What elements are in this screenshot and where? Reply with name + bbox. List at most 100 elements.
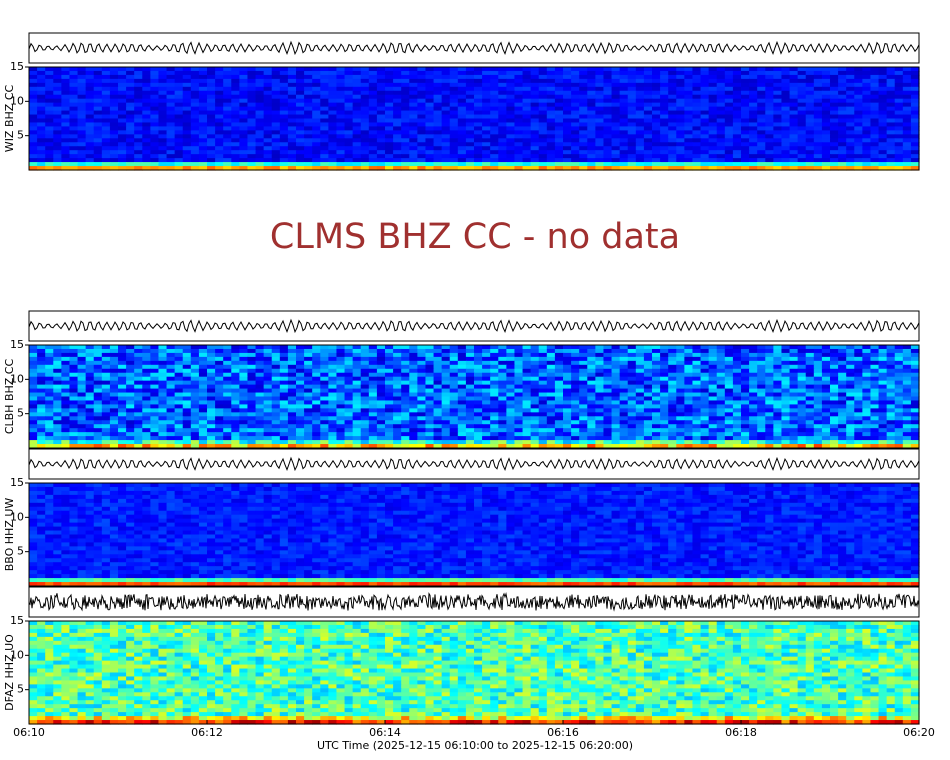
spectrogram-cell — [69, 142, 78, 147]
spectrogram-cell — [781, 79, 790, 84]
spectrogram-cell — [595, 150, 604, 155]
spectrogram-cell — [425, 67, 434, 72]
spectrogram-cell — [167, 373, 176, 378]
spectrogram-cell — [725, 408, 734, 413]
spectrogram-cell — [53, 111, 62, 116]
spectrogram-cell — [361, 373, 370, 378]
spectrogram-cell — [94, 79, 103, 84]
spectrogram-cell — [158, 134, 167, 139]
spectrogram-cell — [676, 79, 685, 84]
spectrogram-cell — [134, 353, 143, 358]
spectrogram-cell — [442, 134, 451, 139]
spectrogram-cell — [296, 146, 305, 151]
spectrogram-cell — [514, 162, 523, 167]
spectrogram-cell — [798, 365, 807, 370]
spectrogram-cell — [870, 134, 879, 139]
spectrogram-cell — [280, 71, 289, 76]
spectrogram-cell — [838, 138, 847, 143]
spectrogram-cell — [879, 385, 888, 390]
spectrogram-cell — [247, 99, 256, 104]
spectrogram-cell — [377, 134, 386, 139]
spectrogram-cell — [514, 408, 523, 413]
spectrogram-cell — [523, 158, 532, 163]
spectrogram-cell — [862, 138, 871, 143]
spectrogram-cell — [247, 119, 256, 124]
spectrogram-cell — [879, 349, 888, 354]
spectrogram-cell — [506, 134, 515, 139]
spectrogram-cell — [620, 369, 629, 374]
spectrogram-cell — [369, 99, 378, 104]
spectrogram-cell — [620, 154, 629, 159]
spectrogram-cell — [531, 83, 540, 88]
spectrogram-cell — [442, 385, 451, 390]
spectrogram-cell — [514, 119, 523, 124]
spectrogram-cell — [183, 373, 192, 378]
spectrogram-cell — [903, 412, 912, 417]
spectrogram-cell — [183, 154, 192, 159]
spectrogram-cell — [539, 126, 548, 131]
spectrogram-cell — [280, 126, 289, 131]
spectrogram-cell — [498, 142, 507, 147]
spectrogram-cell — [773, 408, 782, 413]
spectrogram-cell — [757, 119, 766, 124]
spectrogram-cell — [328, 369, 337, 374]
spectrogram-cell — [547, 67, 556, 72]
spectrogram-cell — [506, 357, 515, 362]
spectrogram-cell — [264, 377, 273, 382]
spectrogram-cell — [296, 150, 305, 155]
spectrogram-cell — [401, 99, 410, 104]
spectrogram-cell — [231, 67, 240, 72]
spectrogram-cell — [175, 79, 184, 84]
spectrogram-cell — [69, 83, 78, 88]
spectrogram-cell — [879, 115, 888, 120]
spectrogram-cell — [288, 130, 297, 135]
spectrogram-cell — [118, 420, 127, 425]
spectrogram-cell — [620, 146, 629, 151]
spectrogram-cell — [822, 99, 831, 104]
spectrogram-cell — [110, 408, 119, 413]
spectrogram-cell — [684, 126, 693, 131]
spectrogram-cell — [69, 138, 78, 143]
spectrogram-cell — [191, 353, 200, 358]
spectrogram-cell — [474, 365, 483, 370]
spectrogram-cell — [118, 373, 127, 378]
spectrogram-cell — [458, 119, 467, 124]
spectrogram-cell — [425, 75, 434, 80]
spectrogram-cell — [345, 373, 354, 378]
spectrogram-cell — [879, 365, 888, 370]
spectrogram-cell — [660, 357, 669, 362]
spectrogram-cell — [870, 357, 879, 362]
spectrogram-cell — [247, 369, 256, 374]
spectrogram-cell — [482, 162, 491, 167]
spectrogram-cell — [134, 349, 143, 354]
spectrogram-cell — [361, 385, 370, 390]
spectrogram-cell — [523, 369, 532, 374]
spectrogram-cell — [854, 393, 863, 398]
spectrogram-cell — [361, 119, 370, 124]
spectrogram-cell — [61, 71, 70, 76]
spectrogram-cell — [846, 412, 855, 417]
spectrogram-cell — [29, 381, 38, 386]
spectrogram-cell — [450, 154, 459, 159]
spectrogram-cell — [167, 87, 176, 92]
spectrogram-cell — [846, 122, 855, 127]
spectrogram-cell — [425, 150, 434, 155]
spectrogram-cell — [709, 122, 718, 127]
spectrogram-cell — [239, 373, 248, 378]
spectrogram-cell — [741, 134, 750, 139]
spectrogram-cell — [102, 162, 111, 167]
spectrogram-cell — [814, 377, 823, 382]
spectrogram-cell — [207, 91, 216, 96]
spectrogram-cell — [336, 115, 345, 120]
spectrogram-cell — [603, 126, 612, 131]
spectrogram-cell — [425, 345, 434, 350]
spectrogram-cell — [304, 71, 313, 76]
spectrogram-cell — [595, 111, 604, 116]
spectrogram-cell — [725, 381, 734, 386]
spectrogram-cell — [126, 95, 135, 100]
spectrogram-cell — [539, 130, 548, 135]
spectrogram-cell — [838, 122, 847, 127]
spectrogram-cell — [717, 389, 726, 394]
spectrogram-cell — [377, 83, 386, 88]
spectrogram-cell — [887, 111, 896, 116]
